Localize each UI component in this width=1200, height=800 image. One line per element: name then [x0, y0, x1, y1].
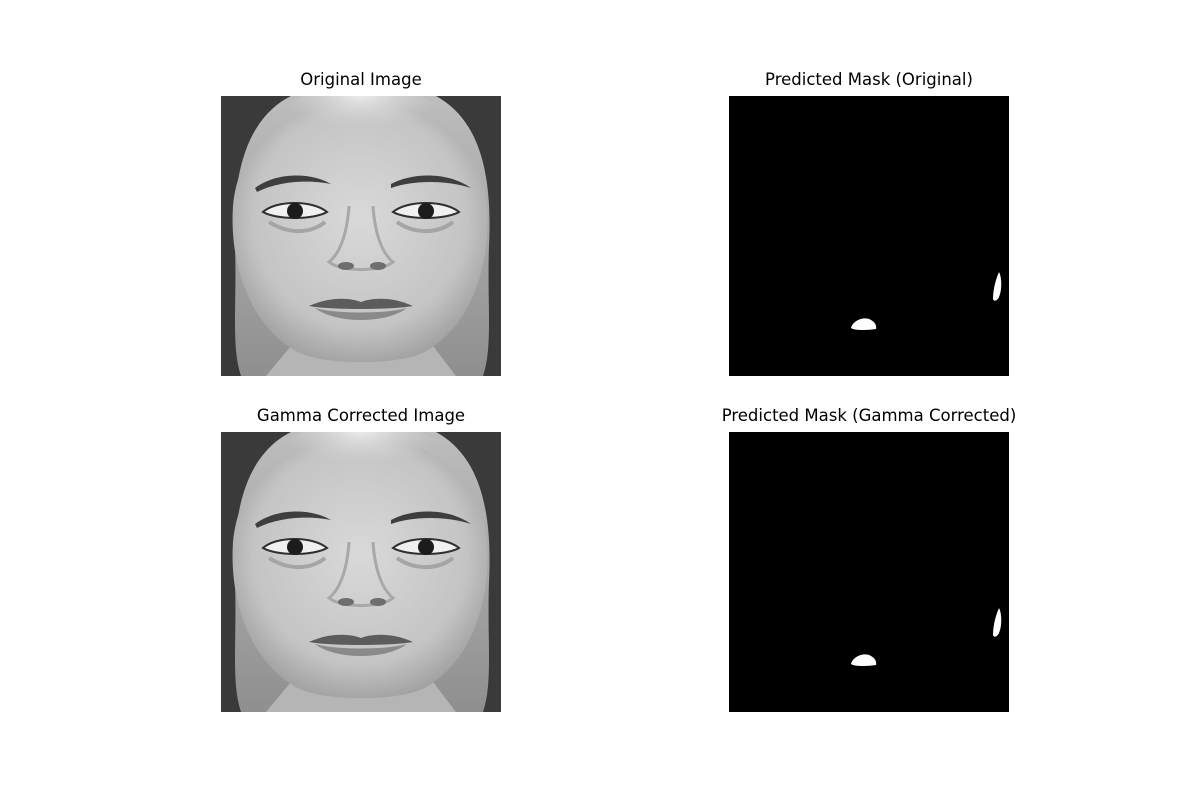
panel-title: Predicted Mask (Gamma Corrected)	[721, 406, 1017, 425]
panel-title: Original Image	[300, 70, 422, 89]
face-photo	[221, 432, 501, 712]
binary-mask	[729, 432, 1009, 712]
mask-blob	[851, 654, 877, 666]
face-photo	[221, 96, 501, 376]
panel-title: Predicted Mask (Original)	[765, 70, 973, 89]
binary-mask	[729, 96, 1009, 376]
mask-blob	[993, 608, 1002, 637]
mask-blob	[993, 272, 1002, 301]
panel-title: Gamma Corrected Image	[256, 406, 466, 425]
mask-blob	[851, 318, 877, 330]
